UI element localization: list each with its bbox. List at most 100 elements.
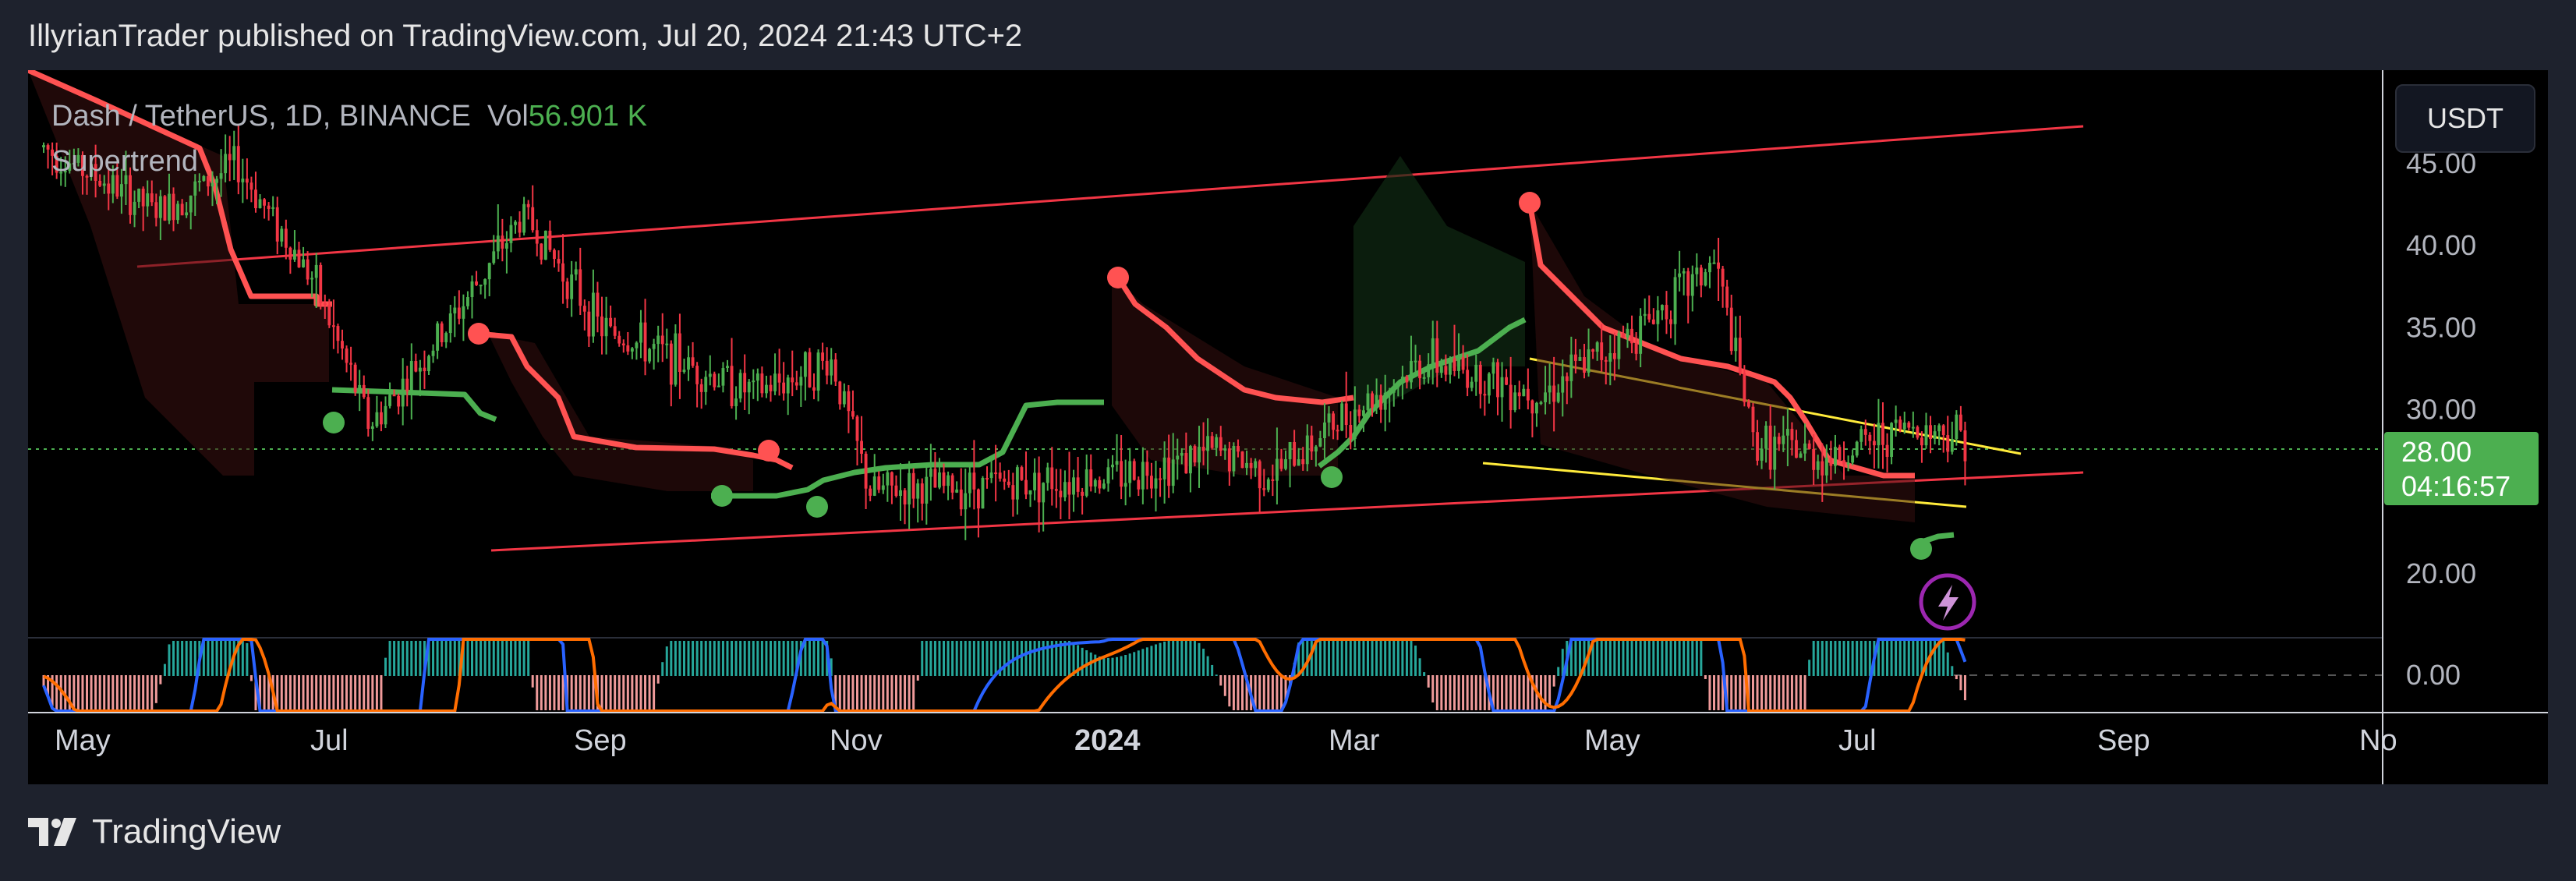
candle <box>976 489 980 509</box>
time-tick-label: Jul <box>310 724 349 757</box>
lightning-icon[interactable] <box>1919 573 1976 631</box>
candle <box>1630 328 1633 344</box>
histogram-bar <box>653 675 656 710</box>
histogram-bar <box>462 641 465 676</box>
candle <box>691 357 695 366</box>
candle <box>1950 439 1954 452</box>
candle <box>1513 392 1517 411</box>
histogram-bar <box>458 641 461 676</box>
candle <box>1898 419 1902 430</box>
candle <box>630 348 634 352</box>
candle <box>1418 360 1422 379</box>
candle <box>185 212 189 216</box>
sell-signal-dot <box>1519 192 1541 214</box>
symbol-label[interactable]: Dash / TetherUS, 1D, BINANCE <box>51 100 471 133</box>
candle <box>925 476 929 504</box>
candle <box>1366 393 1370 411</box>
candle <box>1842 460 1845 465</box>
candle <box>168 193 171 221</box>
candle <box>1154 478 1158 489</box>
histogram-bar <box>709 641 712 676</box>
histogram-bar <box>1318 641 1322 676</box>
histogram-bar <box>933 641 936 676</box>
histogram-bar <box>1189 641 1192 676</box>
time-axis[interactable]: May Jul Sep Nov 2024 Mar May Jul Sep No <box>55 724 2397 757</box>
candle <box>1651 319 1655 324</box>
candle <box>579 269 582 306</box>
histogram-bar <box>1111 657 1114 676</box>
histogram-bar <box>1172 641 1175 676</box>
candle <box>1340 403 1344 431</box>
histogram-bar <box>734 641 738 676</box>
candle <box>1803 443 1807 454</box>
candle <box>942 472 946 486</box>
candle <box>241 179 245 182</box>
tradingview-brand[interactable]: TradingView <box>28 812 281 851</box>
histogram-bar <box>1834 641 1837 676</box>
histogram-bar <box>951 641 954 676</box>
histogram-bar <box>1332 641 1335 676</box>
candle <box>1959 414 1962 431</box>
histogram-bar <box>527 641 530 676</box>
candle <box>1604 359 1608 362</box>
candle <box>1427 364 1431 377</box>
candle <box>674 333 678 385</box>
histogram-bar <box>1167 641 1170 676</box>
histogram-bar <box>1163 641 1166 676</box>
candle <box>617 335 621 344</box>
histogram-bar <box>402 641 405 676</box>
candle <box>81 154 84 176</box>
candle <box>487 263 491 280</box>
candle <box>1007 481 1010 486</box>
histogram-bar <box>808 641 811 676</box>
histogram-bar <box>661 662 664 676</box>
candle <box>137 188 141 202</box>
histogram-bar <box>787 641 790 676</box>
histogram-bar <box>436 641 439 676</box>
candle <box>1838 447 1842 461</box>
candle <box>1353 409 1357 440</box>
indicator-label[interactable]: Supertrend <box>51 145 199 178</box>
candle <box>1785 429 1789 436</box>
candle <box>288 247 292 260</box>
time-tick-label: Mar <box>1329 724 1380 757</box>
histogram-bar <box>713 641 716 676</box>
histogram-bar <box>617 675 621 710</box>
candle <box>1734 338 1738 352</box>
histogram-bar <box>133 675 136 710</box>
histogram-bar <box>1851 641 1854 676</box>
candle <box>1405 377 1409 383</box>
histogram-bar <box>497 641 500 676</box>
candle <box>959 489 963 510</box>
histogram-bar <box>904 675 907 710</box>
candle <box>565 281 569 299</box>
candlestick-series <box>42 125 1967 540</box>
histogram-bar <box>341 675 344 710</box>
histogram-bar <box>1396 641 1399 676</box>
candle <box>1223 448 1227 451</box>
histogram-bar <box>107 675 110 710</box>
candle <box>543 230 547 260</box>
histogram-bar <box>1743 675 1746 710</box>
histogram-bar <box>1569 641 1573 676</box>
histogram-bar <box>1033 641 1036 676</box>
candle <box>1583 357 1586 373</box>
currency-button[interactable]: USDT <box>2395 84 2535 153</box>
candle <box>574 269 578 275</box>
candle <box>916 483 920 499</box>
histogram-bar <box>1522 675 1525 710</box>
candle <box>860 440 863 455</box>
macd-histogram <box>42 641 1966 710</box>
candle <box>760 373 764 394</box>
candle <box>713 373 717 387</box>
histogram-bar <box>237 641 240 676</box>
candle <box>1946 435 1950 452</box>
histogram-bar <box>1154 644 1157 676</box>
histogram-bar <box>241 641 244 676</box>
histogram-bar <box>553 675 556 710</box>
time-tick-label: May <box>1584 724 1640 757</box>
buy-signal-dot <box>323 412 345 433</box>
